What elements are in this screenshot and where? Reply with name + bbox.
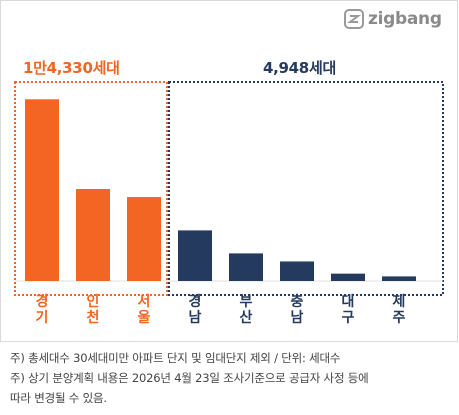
bar-chart: 경 기 인 천 서 울 경 남 부 산 충 남 대 구 제 주	[14, 81, 444, 326]
bar-2	[76, 189, 110, 281]
bar-1	[25, 99, 59, 281]
zigbang-logo-icon	[344, 9, 364, 29]
bar-6	[280, 261, 314, 281]
group-bracket-regional	[168, 81, 444, 296]
bar-8	[382, 276, 416, 281]
brand-name: zigbang	[368, 9, 442, 29]
bar-3	[127, 197, 161, 281]
footnote-1: 주) 총세대수 30세대미만 아파트 단지 및 임대단지 제외 / 단위: 세대…	[10, 351, 341, 365]
footnote-2: 주) 상기 분양계획 내용은 2026년 4월 23일 조사기준으로 공급자 사…	[10, 371, 369, 385]
brand-logo: zigbang	[344, 9, 442, 29]
bar-4	[178, 230, 212, 281]
bar-7	[331, 273, 365, 281]
bar-5	[229, 253, 263, 281]
group-total-regional: 4,948세대	[263, 59, 336, 77]
footnote-3: 따라 변경될 수 있음.	[10, 391, 107, 405]
group-bracket-capital	[14, 81, 168, 296]
group-total-capital: 1만4,330세대	[23, 59, 120, 77]
